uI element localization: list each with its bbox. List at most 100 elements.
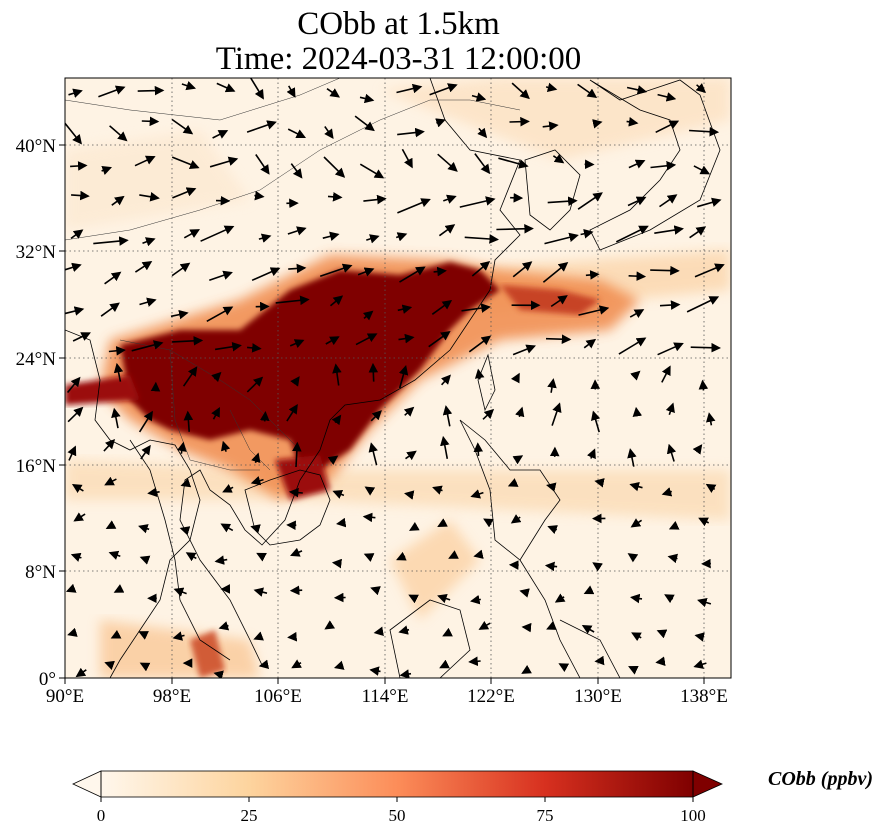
- wind-arrow: [134, 155, 156, 167]
- wind-arrow: [172, 336, 204, 346]
- wind-arrow: [693, 165, 711, 175]
- wind-arrow: [108, 550, 121, 560]
- wind-arrow: [664, 594, 675, 604]
- wind-arrow: [65, 306, 85, 316]
- wind-arrow: [398, 625, 410, 635]
- wind-arrow: [591, 410, 601, 433]
- wind-arrow: [75, 667, 87, 678]
- wind-arrow: [209, 270, 233, 282]
- wind-arrow: [689, 126, 720, 137]
- wind-arrow: [220, 440, 231, 452]
- wind-arrow: [698, 517, 710, 527]
- wind-arrow: [659, 194, 678, 208]
- lon-tick-label: 98°E: [153, 686, 191, 707]
- wind-arrow: [473, 442, 484, 456]
- wind-arrow: [627, 448, 637, 467]
- wind-arrow: [694, 632, 705, 642]
- wind-arrow: [71, 190, 90, 201]
- wind-arrow: [289, 585, 303, 596]
- wind-arrow: [631, 632, 642, 642]
- wind-arrow: [246, 120, 277, 133]
- wind-arrow: [326, 88, 341, 98]
- wind-arrow: [544, 561, 558, 572]
- wind-arrow: [211, 406, 220, 420]
- wind-arrow: [70, 229, 84, 240]
- wind-arrow: [336, 517, 347, 528]
- wind-arrow: [139, 555, 151, 565]
- lon-tick-label: 106°E: [254, 686, 302, 707]
- wind-arrow: [477, 127, 488, 139]
- wind-arrow: [250, 476, 264, 486]
- wind-arrow: [473, 549, 484, 559]
- country-borders: [65, 78, 521, 471]
- wind-arrow: [214, 555, 228, 565]
- colorbar-extend-min: [72, 770, 102, 798]
- wind-arrow: [209, 156, 239, 168]
- wind-arrow: [690, 342, 721, 353]
- wind-arrow: [546, 621, 557, 630]
- wind-arrow: [705, 412, 716, 426]
- wind-arrow: [286, 403, 298, 422]
- wind-arrow: [692, 444, 703, 455]
- wind-arrow: [696, 197, 722, 208]
- wind-arrow: [72, 332, 91, 342]
- wind-arrow: [290, 376, 300, 387]
- wind-arrow: [141, 116, 160, 127]
- wind-arrow: [470, 594, 481, 605]
- wind-arrow: [287, 226, 307, 236]
- wind-arrow: [332, 489, 345, 499]
- wind-arrow: [689, 226, 707, 239]
- wind-arrow: [464, 234, 499, 244]
- wind-arrow: [70, 552, 82, 562]
- wind-arrow: [258, 233, 272, 243]
- wind-arrow: [324, 126, 334, 140]
- wind-arrow: [255, 154, 270, 175]
- wind-arrow: [397, 304, 413, 314]
- wind-arrow: [661, 487, 673, 497]
- wind-arrow: [433, 266, 447, 277]
- wind-arrow: [668, 520, 680, 530]
- wind-arrow: [515, 406, 525, 418]
- wind-arrow: [459, 196, 496, 208]
- wind-arrow: [408, 594, 420, 604]
- wind-arrow: [693, 659, 707, 669]
- wind-arrow: [442, 405, 453, 427]
- wind-arrow: [471, 260, 491, 277]
- wind-arrow: [665, 402, 675, 415]
- wind-arrow: [220, 523, 234, 533]
- wind-arrow: [369, 666, 381, 676]
- wind-arrow: [363, 553, 375, 562]
- wind-arrow: [259, 411, 270, 422]
- wind-arrow: [287, 631, 298, 642]
- wind-arrow: [331, 414, 342, 426]
- wind-arrow: [396, 83, 423, 94]
- wind-arrow: [628, 271, 647, 281]
- wind-arrow: [558, 663, 570, 673]
- wind-arrow: [289, 339, 305, 349]
- wind-arrow: [110, 629, 122, 639]
- wind-arrow: [578, 305, 610, 316]
- lon-tick-label: 122°E: [467, 686, 515, 707]
- wind-arrow: [440, 374, 451, 386]
- wind-arrow: [592, 562, 603, 572]
- wind-arrow: [627, 196, 647, 207]
- wind-arrow: [546, 482, 557, 492]
- wind-arrow: [288, 263, 307, 274]
- wind-arrow: [401, 148, 413, 169]
- wind-arrow: [507, 478, 519, 487]
- wind-arrow: [67, 406, 84, 423]
- colorbar-gradient: [101, 771, 693, 797]
- wind-arrow: [512, 455, 524, 465]
- wind-arrow: [286, 85, 296, 98]
- wind-arrow: [65, 122, 83, 145]
- wind-arrow: [290, 163, 303, 179]
- wind-arrow: [104, 476, 117, 486]
- wind-arrow: [554, 593, 566, 603]
- wind-arrow: [290, 547, 303, 557]
- wind-arrow: [694, 263, 725, 278]
- wind-arrow: [170, 309, 189, 320]
- wind-arrow: [323, 156, 346, 178]
- wind-arrow: [222, 483, 234, 493]
- wind-arrow: [185, 552, 197, 562]
